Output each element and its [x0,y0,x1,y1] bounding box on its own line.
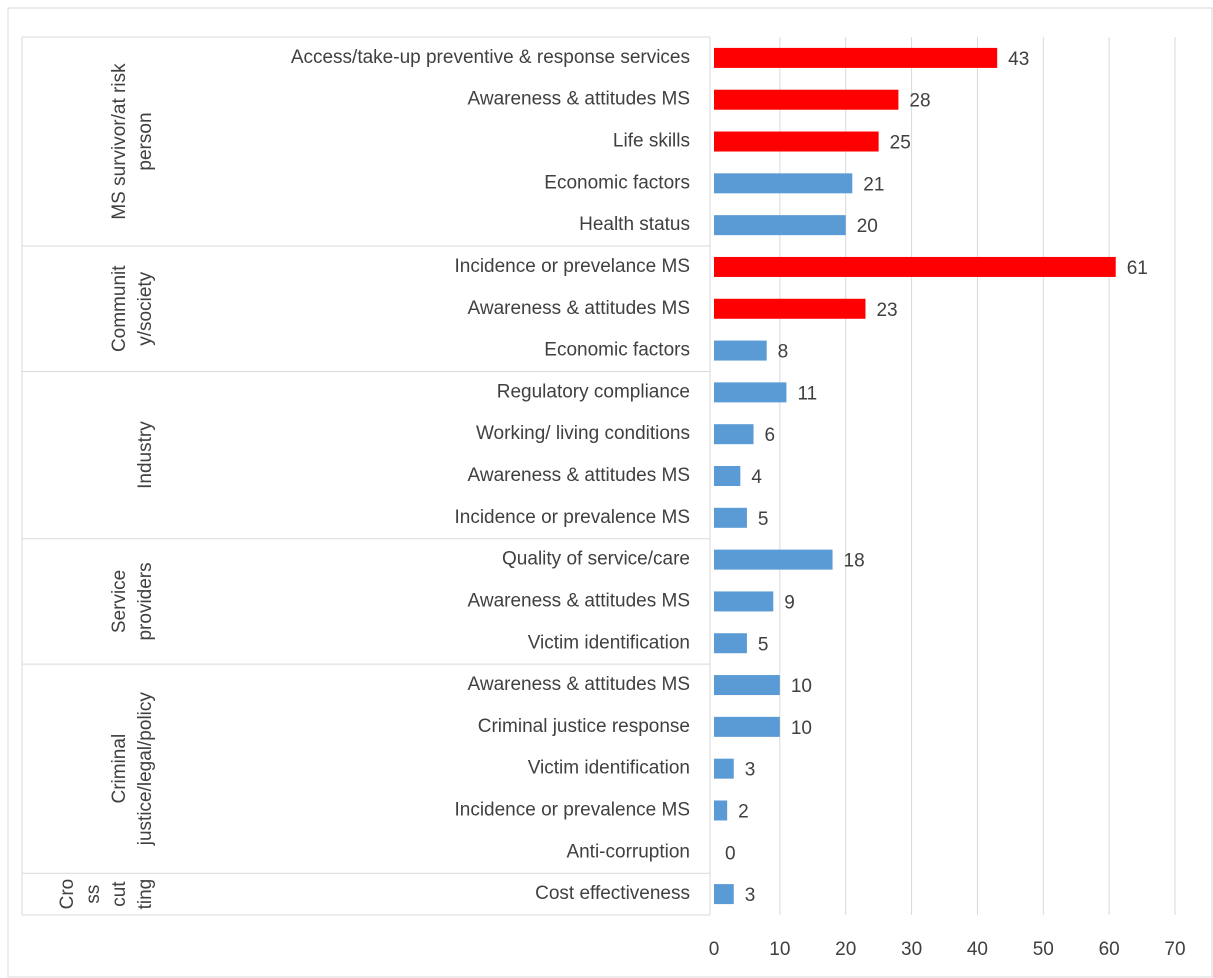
bar [714,89,899,110]
y-tick-label: Awareness & attitudes MS [468,89,690,110]
y-tick-label: Access/take-up preventive & response ser… [291,47,690,68]
data-label: 8 [778,342,789,363]
bar [714,256,1116,277]
group-label: person [135,112,156,170]
bar [714,340,767,361]
bar [714,675,780,696]
bar [714,298,866,319]
group-label: MS survivor/at risk [109,63,130,220]
y-tick-label: Quality of service/care [502,549,690,570]
y-tick-label: Incidence or prevalence MS [454,799,690,820]
y-tick-label: Awareness & attitudes MS [468,298,690,319]
data-label: 18 [844,551,865,572]
y-tick-label: Regulatory compliance [497,381,690,402]
group-label: Communit [109,265,130,352]
y-tick-label: Anti-corruption [566,841,690,862]
bar [714,507,747,528]
data-label: 20 [857,216,878,237]
x-tick-label: 60 [1099,939,1120,960]
y-tick-label: Health status [579,214,690,235]
x-tick-label: 50 [1033,939,1054,960]
y-tick-label: Working/ living conditions [476,423,690,444]
group-label: ss [83,885,104,904]
x-tick-label: 30 [901,939,922,960]
data-label: 28 [909,91,930,112]
data-label: 11 [797,383,817,404]
data-label: 3 [745,885,756,906]
bar [714,466,741,486]
group-label: Industry [135,421,156,489]
data-label: 10 [791,718,812,739]
x-tick-label: 70 [1164,939,1185,960]
data-label: 43 [1008,49,1029,70]
y-tick-label: Cost effectiveness [535,883,690,904]
group-label: Cro [57,879,78,910]
y-tick-label: Life skills [613,131,690,152]
bar [714,173,853,194]
data-label: 5 [758,509,769,530]
data-label: 3 [745,760,756,781]
data-label: 25 [890,133,911,154]
data-label: 23 [876,300,897,321]
group-label: Service [109,570,130,633]
x-tick-label: 20 [835,939,856,960]
chart-border [7,7,1213,978]
group-label: providers [135,562,156,640]
group-label: Criminal [109,734,130,804]
bar [714,716,780,737]
bar [714,591,774,612]
x-tick-label: 10 [769,939,790,960]
bar [714,382,787,403]
y-tick-label: Criminal justice response [478,716,690,737]
bar [714,549,833,570]
y-tick-label: Awareness & attitudes MS [468,674,690,695]
group-label: justice/legal/policy [135,692,156,847]
bar [714,633,747,654]
group-label: ting [135,879,156,910]
y-tick-label: Victim identification [528,758,690,779]
bar [714,47,998,68]
bar [714,884,734,905]
data-label: 0 [725,843,736,864]
bar [714,215,846,236]
data-label: 61 [1127,258,1148,279]
bar [714,758,734,779]
bar [714,424,754,445]
y-tick-label: Economic factors [544,172,690,193]
y-tick-label: Awareness & attitudes MS [468,590,690,611]
y-tick-label: Economic factors [544,340,690,361]
bar [714,800,728,821]
x-tick-label: 40 [967,939,988,960]
data-label: 2 [738,801,749,822]
data-label: 5 [758,634,769,655]
data-label: 4 [751,467,762,488]
data-label: 21 [863,174,884,195]
y-tick-label: Incidence or prevalence MS [454,507,690,528]
data-label: 6 [765,425,776,446]
data-label: 9 [784,592,795,613]
y-tick-label: Awareness & attitudes MS [468,465,690,486]
x-tick-label: 0 [709,939,720,960]
group-label: y/society [135,271,156,345]
data-label: 10 [791,676,812,697]
y-tick-label: Incidence or prevelance MS [454,256,690,277]
y-tick-label: Victim identification [528,632,690,653]
bar [714,131,879,152]
group-label: cut [109,881,130,907]
